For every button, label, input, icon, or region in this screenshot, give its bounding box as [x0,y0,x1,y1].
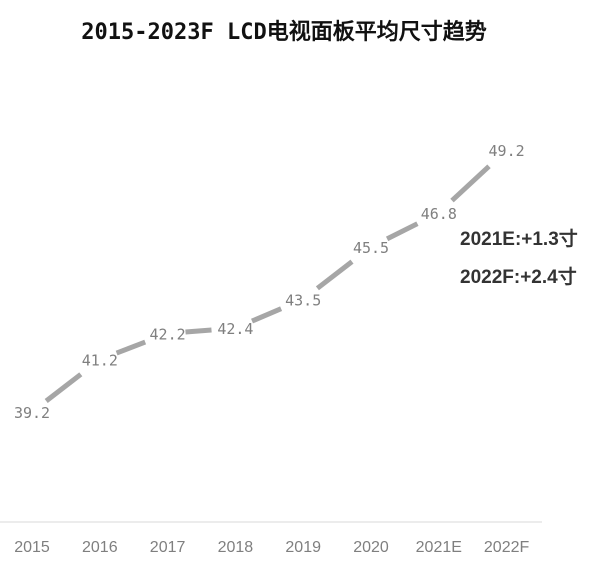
chart-title: 2015-2023F LCD电视面板平均尺寸趋势 [81,20,487,45]
x-tick-label: 2015 [14,539,50,556]
x-tick-label: 2021E [416,539,462,556]
data-label: 42.4 [217,320,253,338]
x-tick-label: 2017 [150,539,186,556]
x-tick-label: 2018 [218,539,254,556]
line-segment [185,327,212,335]
data-label: 45.5 [353,239,389,257]
x-tick-label: 2019 [285,539,321,556]
data-label: 42.2 [150,325,186,343]
x-tick-label: 2016 [82,539,118,556]
data-label: 39.2 [14,404,50,422]
line-segment [115,339,147,356]
line-segment [385,221,419,242]
line-segment [450,164,491,203]
line-segment [315,259,354,291]
annotation-2021e: 2021E:+1.3寸 [460,229,578,250]
data-label: 41.2 [82,352,118,370]
x-tick-label: 2020 [353,539,389,556]
data-label: 43.5 [285,291,321,309]
x-tick-label: 2022F [484,539,530,556]
annotation-2022f: 2022F:+2.4寸 [460,267,577,288]
line-segment [251,306,283,324]
data-label: 49.2 [489,142,525,160]
data-label: 46.8 [421,205,457,223]
line-segment [44,372,83,403]
